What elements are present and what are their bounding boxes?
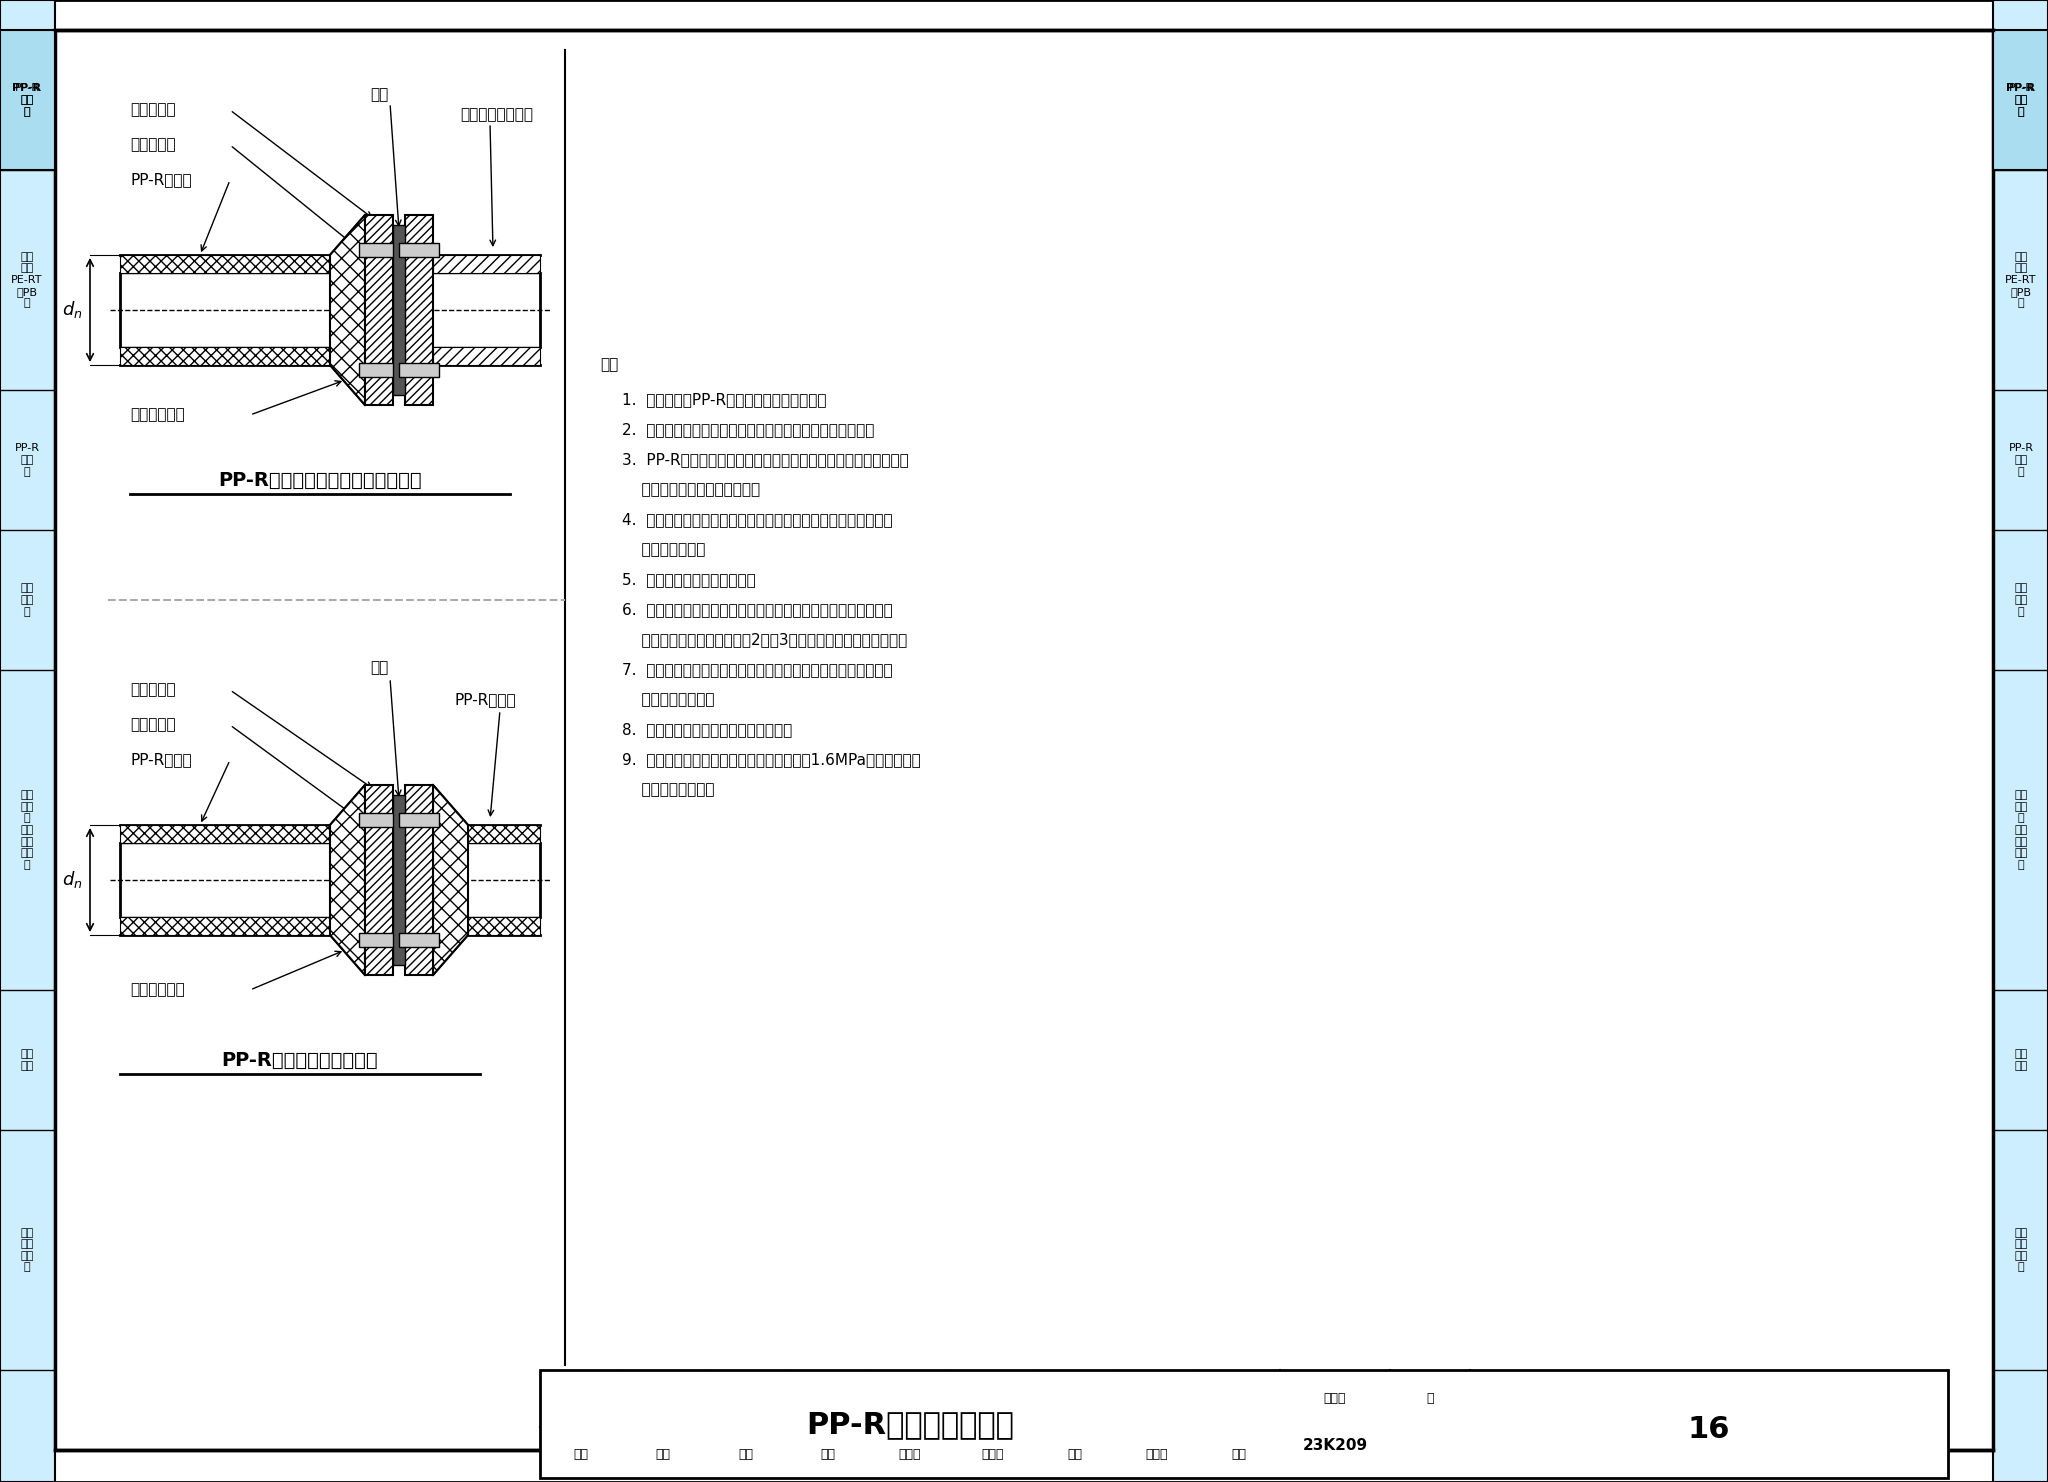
Bar xyxy=(399,363,438,376)
Text: 注：: 注： xyxy=(600,357,618,372)
Text: 校对: 校对 xyxy=(821,1448,836,1461)
Bar xyxy=(0,0,55,1482)
Text: 法兰适配器: 法兰适配器 xyxy=(129,717,176,732)
Text: $d_n$: $d_n$ xyxy=(61,870,82,891)
Text: 尹垒: 尹垒 xyxy=(655,1448,672,1461)
Text: 热熔承插连接: 热熔承插连接 xyxy=(129,408,184,422)
Text: 管道
布置
与敷
设: 管道 布置 与敷 设 xyxy=(20,1227,33,1273)
Bar xyxy=(399,934,438,947)
Text: 垫片: 垫片 xyxy=(371,661,389,676)
Text: PP-R
复合
管: PP-R 复合 管 xyxy=(12,83,41,117)
Bar xyxy=(399,243,438,256)
Bar xyxy=(121,255,330,273)
Text: 铝合
金村
PE-RT
、PB
管: 铝合 金村 PE-RT 、PB 管 xyxy=(10,252,43,308)
Bar xyxy=(432,255,541,273)
Bar xyxy=(0,30,55,170)
Bar xyxy=(469,825,541,843)
Text: 7.  管道法兰连接时，管道长度应精确，当紧固螺母时，不应使管: 7. 管道法兰连接时，管道长度应精确，当紧固螺母时，不应使管 xyxy=(623,662,893,677)
Text: 页: 页 xyxy=(1425,1392,1434,1405)
Text: 钢塑
复合
管
管道
热补
偿方
式: 钢塑 复合 管 管道 热补 偿方 式 xyxy=(2015,790,2028,870)
Text: 设计: 设计 xyxy=(1067,1448,1081,1461)
Text: 8.  法兰连接部位的管道应设置支吊架。: 8. 法兰连接部位的管道应设置支吊架。 xyxy=(623,723,793,738)
Bar xyxy=(432,347,541,365)
Text: PP-R
稳态
管: PP-R 稳态 管 xyxy=(2009,443,2034,477)
Text: 固好的螺栓应露出螺母之外2扣～3扣，螺栓螺母宜采用镀锌件。: 固好的螺栓应露出螺母之外2扣～3扣，螺栓螺母宜采用镀锌件。 xyxy=(623,633,907,648)
Text: 图集号: 图集号 xyxy=(1323,1392,1346,1405)
Text: 垫片: 垫片 xyxy=(371,87,389,102)
Text: $d_n$: $d_n$ xyxy=(61,299,82,320)
Bar xyxy=(469,917,541,935)
Bar xyxy=(358,363,399,376)
Text: 5.  法兰间应衬耐热硅橡胶板。: 5. 法兰间应衬耐热硅橡胶板。 xyxy=(623,572,756,587)
Text: PP-R复合管: PP-R复合管 xyxy=(129,753,193,768)
Bar xyxy=(1993,0,2048,1482)
Text: 4.  校正两对应的连接件，使连接的两片法兰垂直于管道中心线，: 4. 校正两对应的连接件，使连接的两片法兰垂直于管道中心线， xyxy=(623,513,893,528)
Text: 钟保华: 钟保华 xyxy=(899,1448,922,1461)
Text: PP-R
复合
管: PP-R 复合 管 xyxy=(2007,83,2036,117)
Text: 待连接的法兰适配器的端部。: 待连接的法兰适配器的端部。 xyxy=(623,483,760,498)
Polygon shape xyxy=(330,785,365,975)
Text: PP-R复合管: PP-R复合管 xyxy=(455,692,516,707)
Text: 应做好防腐处理。: 应做好防腐处理。 xyxy=(623,782,715,797)
Bar xyxy=(393,225,406,396)
Text: 石彦: 石彦 xyxy=(1231,1448,1247,1461)
Text: 金属管道或阀部件: 金属管道或阀部件 xyxy=(461,108,532,123)
Text: 6.  应使用相同规格的螺母，安装方向一致。螺母应对称紧固，紧: 6. 应使用相同规格的螺母，安装方向一致。螺母应对称紧固，紧 xyxy=(623,603,893,618)
Bar xyxy=(358,243,399,256)
Bar xyxy=(358,814,399,827)
Text: 管道
布置
与敷
设: 管道 布置 与敷 设 xyxy=(2015,1227,2028,1273)
Text: 9.  法兰片应采用国标钢制，公称压力不低于1.6MPa。钢制法兰片: 9. 法兰片应采用国标钢制，公称压力不低于1.6MPa。钢制法兰片 xyxy=(623,753,922,768)
Text: PP-R
复合
管: PP-R 复合 管 xyxy=(14,83,39,117)
Bar xyxy=(406,215,432,405)
Bar xyxy=(358,934,399,947)
Bar xyxy=(121,347,330,365)
Bar xyxy=(365,215,393,405)
Text: PP-R
稳态
管: PP-R 稳态 管 xyxy=(14,443,39,477)
Text: 1.  本图适用于PP-R复合管的法兰连接方式。: 1. 本图适用于PP-R复合管的法兰连接方式。 xyxy=(623,393,827,408)
Text: 马明星: 马明星 xyxy=(1145,1448,1167,1461)
Text: 钢制法兰片: 钢制法兰片 xyxy=(129,102,176,117)
Text: 钢塑
复合
管
管道
热补
偿方
式: 钢塑 复合 管 管道 热补 偿方 式 xyxy=(20,790,33,870)
Text: 钢制法兰片: 钢制法兰片 xyxy=(129,683,176,698)
Bar xyxy=(399,814,438,827)
Text: 铝塑
复合
管: 铝塑 复合 管 xyxy=(2015,584,2028,617)
Bar xyxy=(1993,30,2048,170)
Bar xyxy=(121,825,330,843)
Text: 审核: 审核 xyxy=(573,1448,588,1461)
Bar xyxy=(541,1369,1948,1478)
Text: 管道
支架: 管道 支架 xyxy=(2015,1049,2028,1071)
Text: PP-R复合管: PP-R复合管 xyxy=(129,172,193,188)
Bar xyxy=(365,785,393,975)
Polygon shape xyxy=(432,785,469,975)
Text: 法兰适配器: 法兰适配器 xyxy=(129,138,176,153)
Text: 2.  金属管道上的钢质法兰片焊接在待连接的金属管道端部。: 2. 金属管道上的钢质法兰片焊接在待连接的金属管道端部。 xyxy=(623,422,874,437)
Text: 热熔承插连接: 热熔承插连接 xyxy=(129,983,184,997)
Text: 16: 16 xyxy=(1688,1415,1731,1445)
Text: 23K209: 23K209 xyxy=(1303,1438,1368,1452)
Polygon shape xyxy=(330,215,365,405)
Text: 铝合
金村
PE-RT
、PB
管: 铝合 金村 PE-RT 、PB 管 xyxy=(2005,252,2038,308)
Text: 平查: 平查 xyxy=(737,1448,754,1461)
Bar xyxy=(406,785,432,975)
Text: 姚姓华: 姚姓华 xyxy=(981,1448,1004,1461)
Text: 铝塑
复合
管: 铝塑 复合 管 xyxy=(20,584,33,617)
Bar xyxy=(121,917,330,935)
Text: 表面相互平行。: 表面相互平行。 xyxy=(623,542,705,557)
Text: PP-R
复合
管: PP-R 复合 管 xyxy=(2009,83,2034,117)
Text: 管道
支架: 管道 支架 xyxy=(20,1049,33,1071)
Bar xyxy=(393,794,406,965)
Text: PP-R复合管间的法兰连接: PP-R复合管间的法兰连接 xyxy=(221,1051,379,1070)
Text: 道产生轴向拉力。: 道产生轴向拉力。 xyxy=(623,692,715,707)
Text: PP-R复合管法兰连接: PP-R复合管法兰连接 xyxy=(807,1411,1014,1439)
Text: 3.  PP-R复合管与法兰适配器采用热熔承插连接，钢质法兰片套入: 3. PP-R复合管与法兰适配器采用热熔承插连接，钢质法兰片套入 xyxy=(623,452,909,467)
Text: PP-R复合管与金属管道的法兰连接: PP-R复合管与金属管道的法兰连接 xyxy=(219,470,422,489)
